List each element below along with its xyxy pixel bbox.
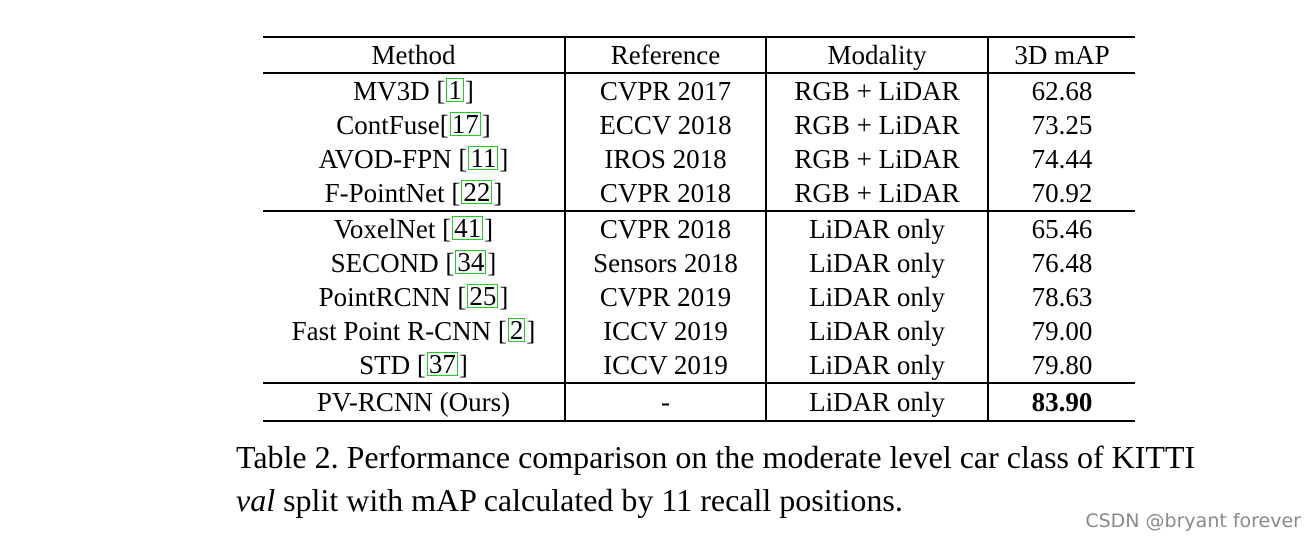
table-row: AVOD-FPN [11] IROS 2018 RGB + LiDAR 74.44 <box>263 142 1135 176</box>
header-3d-map: 3D mAP <box>988 36 1135 74</box>
cell-3d-map: 79.80 <box>988 348 1135 384</box>
cell-3d-map: 78.63 <box>1031 281 1093 312</box>
cell-reference: CVPR 2018 <box>565 211 767 246</box>
table-row: ContFuse[17] ECCV 2018 RGB + LiDAR 73.25 <box>263 108 1135 142</box>
method-bracket: ] <box>458 349 468 380</box>
method-name: MV3D [ <box>353 75 446 106</box>
method-bracket: ] <box>487 247 497 278</box>
cell-reference: ICCV 2019 <box>565 314 767 348</box>
cell-3d-map: 65.46 <box>1031 213 1093 244</box>
cell-3d-map: 62.68 <box>1031 75 1093 106</box>
method-name: PointRCNN [ <box>318 281 467 312</box>
citation-link[interactable]: 25 <box>467 280 499 311</box>
caption-text-1: Table 2. Performance comparison on the m… <box>236 439 1196 475</box>
method-name: F-PointNet [ <box>324 177 461 208</box>
method-name: ContFuse[ <box>336 109 449 140</box>
method-bracket: ] <box>464 75 474 106</box>
cell-reference: Sensors 2018 <box>565 246 767 280</box>
cell-method: PointRCNN [25] <box>263 280 566 314</box>
method-bracket: ] <box>493 177 503 208</box>
results-table: Method Reference Modality 3D mAP MV3D [1… <box>263 36 1135 422</box>
cell-method: VoxelNet [41] <box>263 211 566 246</box>
method-bracket: ] <box>481 109 491 140</box>
cell-method: PV-RCNN (Ours) <box>263 383 566 422</box>
cell-method: SECOND [34] <box>263 246 566 280</box>
caption-text-2: split with mAP calculated by 11 recall p… <box>275 482 903 518</box>
table-row: MV3D [1] CVPR 2017 RGB + LiDAR 62.68 <box>263 73 1135 108</box>
table-row: PointRCNN [25] CVPR 2019 LiDAR only 78.63 <box>263 280 1135 314</box>
cell-reference: CVPR 2019 <box>565 280 767 314</box>
method-name: SECOND [ <box>330 247 455 278</box>
table-row: PV-RCNN (Ours) - LiDAR only 83.90 <box>263 383 1135 422</box>
method-name: AVOD-FPN [ <box>318 143 468 174</box>
method-bracket: ] <box>526 315 536 346</box>
caption-italic-val: val <box>236 482 276 518</box>
table-row: Fast Point R-CNN [2] ICCV 2019 LiDAR only 7… <box>263 314 1135 348</box>
citation-link[interactable]: 17 <box>449 108 481 139</box>
cell-modality: LiDAR only <box>766 383 989 422</box>
cell-modality: RGB + LiDAR <box>766 176 989 212</box>
table-row: F-PointNet [22] CVPR 2018 RGB + LiDAR 70.92 <box>263 176 1135 212</box>
cell-method: AVOD-FPN [11] <box>263 142 566 176</box>
header-modality: Modality <box>766 36 989 74</box>
cell-3d-map: 70.92 <box>988 176 1135 212</box>
citation-link[interactable]: 2 <box>507 314 526 345</box>
method-name: PV-RCNN (Ours) <box>316 386 511 417</box>
citation-link[interactable]: 34 <box>455 246 487 277</box>
cell-reference: IROS 2018 <box>565 142 767 176</box>
cell-modality: LiDAR only <box>766 348 989 384</box>
method-name: VoxelNet [ <box>333 213 452 244</box>
cell-3d-map: 74.44 <box>1031 143 1093 174</box>
table-row: VoxelNet [41] CVPR 2018 LiDAR only 65.46 <box>263 211 1135 246</box>
cell-modality: LiDAR only <box>766 246 989 280</box>
table-caption: Table 2. Performance comparison on the m… <box>236 436 1196 522</box>
table-body: MV3D [1] CVPR 2017 RGB + LiDAR 62.68 ContFus… <box>263 73 1135 422</box>
cell-3d-map: 83.90 <box>988 383 1135 422</box>
method-bracket: ] <box>499 281 509 312</box>
citation-link[interactable]: 11 <box>468 142 499 173</box>
cell-modality: LiDAR only <box>766 280 989 314</box>
citation-link[interactable]: 37 <box>426 348 458 379</box>
cell-3d-map: 76.48 <box>1031 247 1093 278</box>
cell-modality: LiDAR only <box>766 211 989 246</box>
cell-modality: RGB + LiDAR <box>766 142 989 176</box>
cell-modality: LiDAR only <box>766 314 989 348</box>
results-table-container: Method Reference Modality 3D mAP MV3D [1… <box>263 36 1135 422</box>
cell-method: F-PointNet [22] <box>263 176 566 212</box>
citation-link[interactable]: 1 <box>446 74 464 105</box>
table-row: SECOND [34] Sensors 2018 LiDAR only 76.48 <box>263 246 1135 280</box>
cell-method: Fast Point R-CNN [2] <box>263 314 566 348</box>
watermark: CSDN @bryant forever <box>1085 510 1301 532</box>
method-bracket: ] <box>484 213 494 244</box>
cell-3d-map: 79.00 <box>1031 315 1093 346</box>
header-method: Method <box>263 36 566 74</box>
method-name: STD [ <box>359 349 426 380</box>
cell-reference: CVPR 2018 <box>565 176 767 212</box>
cell-method: ContFuse[17] <box>263 108 566 142</box>
cell-method: STD [37] <box>263 348 566 384</box>
method-name: Fast Point R-CNN [ <box>291 315 507 346</box>
citation-link[interactable]: 22 <box>461 176 493 207</box>
cell-reference: - <box>565 383 767 422</box>
cell-3d-map: 73.25 <box>1031 109 1093 140</box>
cell-method: MV3D [1] <box>263 73 566 108</box>
header-reference: Reference <box>565 36 767 74</box>
cell-modality: RGB + LiDAR <box>766 108 989 142</box>
citation-link[interactable]: 41 <box>452 212 484 243</box>
table-row: STD [37] ICCV 2019 LiDAR only 79.80 <box>263 348 1135 384</box>
method-bracket: ] <box>499 143 509 174</box>
cell-modality: RGB + LiDAR <box>766 73 989 108</box>
cell-reference: ECCV 2018 <box>565 108 767 142</box>
cell-reference: CVPR 2017 <box>565 73 767 108</box>
cell-reference: ICCV 2019 <box>565 348 767 384</box>
header-row: Method Reference Modality 3D mAP <box>263 36 1135 74</box>
